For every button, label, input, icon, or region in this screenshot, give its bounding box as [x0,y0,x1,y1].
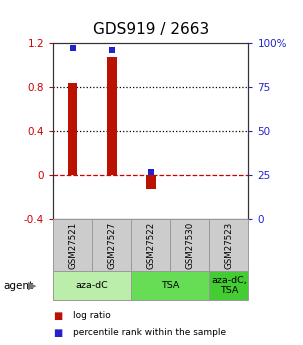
Bar [131,271,209,300]
Bar [53,271,131,300]
Bar [107,57,117,175]
Bar [131,219,170,271]
Bar [92,219,131,271]
Bar [53,219,92,271]
Text: ▶: ▶ [28,281,36,290]
Bar [170,219,209,271]
Text: percentile rank within the sample: percentile rank within the sample [73,328,226,337]
Bar [209,271,248,300]
Text: TSA: TSA [161,281,179,290]
Bar [209,219,248,271]
Text: aza-dC,
TSA: aza-dC, TSA [211,276,247,295]
Text: GSM27522: GSM27522 [146,221,155,268]
Text: log ratio: log ratio [73,311,111,320]
Text: GSM27530: GSM27530 [185,221,194,268]
Text: GSM27523: GSM27523 [225,221,233,268]
Text: GSM27527: GSM27527 [107,221,116,268]
Text: GDS919 / 2663: GDS919 / 2663 [93,22,210,37]
Bar [68,83,78,175]
Text: GSM27521: GSM27521 [68,221,77,268]
Text: agent: agent [3,281,33,290]
Text: ■: ■ [53,328,62,338]
Text: aza-dC: aza-dC [76,281,108,290]
Bar [146,175,156,189]
Text: ■: ■ [53,311,62,321]
